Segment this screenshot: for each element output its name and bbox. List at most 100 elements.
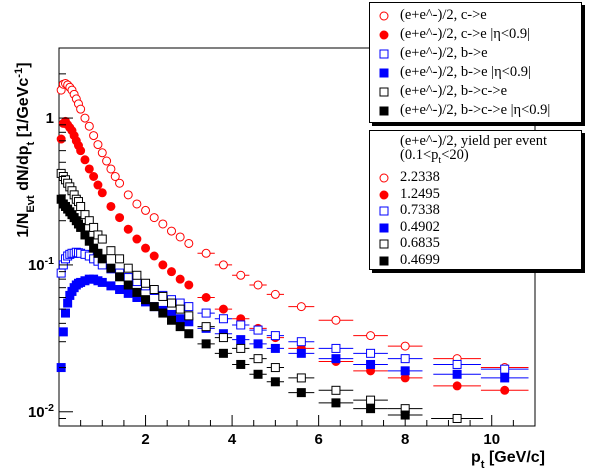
data-point <box>132 270 142 280</box>
data-point <box>167 226 177 236</box>
data-point <box>296 337 306 347</box>
series-legend: (e+e^-)/2, c->e (e+e^-)/2, c->e |η<0.9| (e… <box>369 2 582 123</box>
data-point <box>201 339 211 349</box>
data-point <box>158 219 168 229</box>
legend-marker-shape <box>379 87 389 97</box>
data-point <box>76 201 86 211</box>
data-point <box>167 298 177 308</box>
yield-marker-shape <box>379 173 389 183</box>
data-point <box>106 246 116 256</box>
data-point <box>270 289 280 299</box>
yield-marker <box>379 190 389 199</box>
x-tick-label: 6 <box>314 431 322 448</box>
data-point <box>84 121 94 131</box>
data-layer <box>56 78 529 423</box>
yield-marker-shape <box>379 239 389 249</box>
data-point <box>76 104 86 114</box>
data-point <box>366 404 376 414</box>
data-point <box>270 331 280 341</box>
data-point <box>331 398 341 408</box>
yield-marker-shape <box>379 206 389 216</box>
x-axis-label: pt [GeV/c] <box>471 449 545 471</box>
yield-entry: 0.4699 <box>370 251 581 270</box>
data-point <box>132 234 142 244</box>
data-point <box>115 285 125 295</box>
data-point <box>236 359 246 369</box>
y-tick-label: 1 <box>46 110 54 127</box>
data-point <box>331 354 341 364</box>
data-point <box>253 339 263 349</box>
data-point <box>201 308 211 318</box>
data-point <box>452 369 462 379</box>
legend-entry: (e+e^-)/2, c->e <box>370 6 581 25</box>
data-point <box>93 140 103 150</box>
data-point <box>106 201 116 211</box>
data-point <box>270 363 280 373</box>
yield-legend: (e+e^-)/2, yield per event (0.1<pt<20) 2… <box>369 130 582 270</box>
data-point <box>141 295 151 305</box>
data-point <box>115 213 125 223</box>
legend-label: (e+e^-)/2, c->e |η<0.9| <box>400 26 531 42</box>
yield-value: 0.7338 <box>400 202 440 218</box>
data-point <box>452 413 462 423</box>
data-point <box>184 238 194 248</box>
y-tick-label: 10-1 <box>28 255 54 274</box>
data-point <box>106 263 116 273</box>
data-point <box>253 325 263 335</box>
data-point <box>60 308 70 318</box>
legend-marker <box>379 106 389 116</box>
y-axis-label: 1/NEvt dN/dpt [1/GeVc-1] <box>13 62 37 237</box>
data-point <box>115 178 125 188</box>
data-point <box>296 388 306 398</box>
data-point <box>97 148 107 158</box>
data-point <box>123 224 133 234</box>
legend-marker <box>379 30 389 40</box>
yield-marker <box>379 239 389 249</box>
data-point <box>149 251 159 261</box>
data-point <box>175 232 185 242</box>
data-point <box>149 285 159 295</box>
data-point <box>76 146 86 156</box>
data-point <box>132 287 142 297</box>
legend-label: (e+e^-)/2, b->e |η<0.9| <box>400 64 531 80</box>
data-point <box>80 155 90 165</box>
yield-value: 2.2338 <box>400 169 440 185</box>
legend-entry: (e+e^-)/2, c->e |η<0.9| <box>370 25 581 44</box>
data-point <box>452 359 462 369</box>
data-point <box>123 288 133 298</box>
data-point <box>270 343 280 353</box>
data-point <box>184 329 194 339</box>
data-point <box>84 164 94 174</box>
data-point <box>400 366 410 376</box>
data-point <box>89 172 99 182</box>
legend-label: (e+e^-)/2, c->e <box>400 7 487 23</box>
legend-marker <box>379 11 389 21</box>
data-point <box>141 205 151 215</box>
yield-entry: 0.6835 <box>370 234 581 253</box>
legend-entry: (e+e^-)/2, b->e <box>370 44 581 63</box>
data-point <box>175 304 185 314</box>
data-point <box>270 377 280 387</box>
data-point <box>110 172 120 182</box>
yield-marker <box>379 206 389 216</box>
yield-entry: 0.7338 <box>370 201 581 220</box>
data-point <box>296 373 306 383</box>
data-point <box>115 254 125 264</box>
data-point <box>97 254 107 264</box>
legend-entry: (e+e^-)/2, b->e |η<0.9| <box>370 63 581 82</box>
data-point <box>106 164 116 174</box>
yield-header-line1: (e+e^-)/2, yield per event <box>400 133 548 149</box>
data-point <box>132 199 142 209</box>
data-point <box>175 274 185 284</box>
data-point <box>253 354 263 364</box>
legend-label: (e+e^-)/2, b->e <box>400 45 488 61</box>
x-tick-label: 8 <box>401 431 409 448</box>
axis-layer: 2 4 6 8 10 10-2 10-1 1 <box>28 47 536 448</box>
data-point <box>400 354 410 364</box>
data-point <box>201 248 211 258</box>
data-point <box>115 272 125 282</box>
data-point <box>236 335 246 345</box>
series-6 <box>56 194 423 420</box>
legend-label: (e+e^-)/2, b->c->e |η<0.9| <box>400 102 551 118</box>
